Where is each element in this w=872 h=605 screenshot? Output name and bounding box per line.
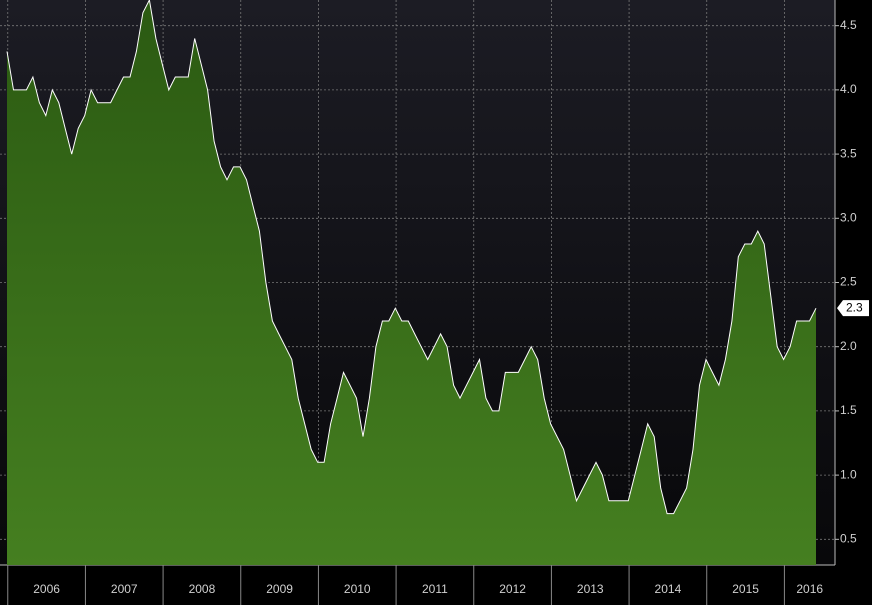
area [7, 0, 816, 565]
y-tick-label: 1.0 [840, 467, 857, 481]
x-tick-label: 2006 [33, 582, 60, 596]
y-tick-label: 2.5 [840, 275, 857, 289]
axis-background [0, 565, 835, 605]
y-tick-label: 2.0 [840, 339, 857, 353]
y-tick-label: 3.0 [840, 210, 857, 224]
x-tick-label: 2013 [577, 582, 604, 596]
line [6, 0, 817, 515]
last-value-tag [837, 300, 869, 317]
y-tick-label: 0.5 [840, 531, 857, 545]
y-tick-label: 1.5 [840, 403, 857, 417]
x-tick-label: 2011 [422, 582, 448, 596]
x-tick-label: 2009 [266, 582, 293, 596]
x-tick-label: 2012 [499, 582, 526, 596]
y-tick-label: 4.0 [840, 82, 857, 96]
x-tick-label: 2015 [732, 582, 759, 596]
x-tick-label: 2007 [111, 582, 138, 596]
x-tick-label: 2008 [189, 582, 216, 596]
x-tick-label: 2016 [796, 582, 823, 596]
y-tick-label: 3.5 [840, 146, 857, 160]
x-tick-label: 2014 [655, 582, 682, 596]
last-value-label: 2.3 [846, 300, 863, 314]
x-tick-label: 2010 [344, 582, 371, 596]
y-tick-label: 4.5 [840, 18, 857, 32]
